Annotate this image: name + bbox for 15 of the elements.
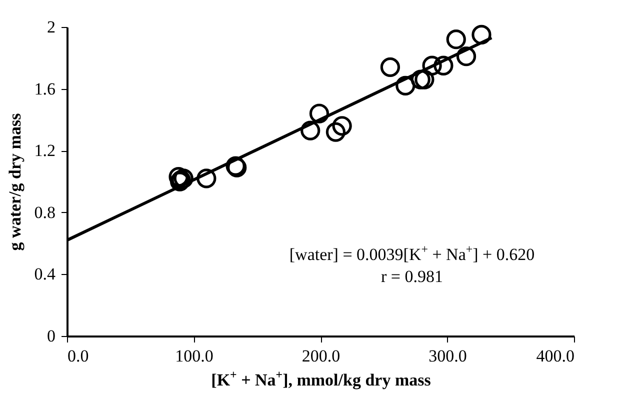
y-tick-label: 0.4 <box>34 264 56 284</box>
y-tick-label: 0.8 <box>34 202 56 222</box>
y-tick-label: 1.6 <box>34 79 56 98</box>
annotation: r = 0.981 <box>381 267 443 286</box>
y-axis-title: g water/g dry mass <box>5 112 24 251</box>
x-axis-title: [K$^{+}$ + Na$^{+}$], mmol/kg dry mass <box>211 368 432 390</box>
y-tick-label: 0 <box>47 326 56 346</box>
x-tick-label: 0.0 <box>68 346 89 366</box>
y-tick-label: 1.2 <box>34 141 56 160</box>
x-tick-label: 200.0 <box>302 346 340 366</box>
x-tick-label: 400.0 <box>536 346 574 366</box>
x-tick-label: 100.0 <box>175 346 214 366</box>
y-tick-label: 2 <box>47 18 56 36</box>
annotation: [water] = 0.0039[K$^{+}$ + Na$^{+}$] + 0.620 <box>289 242 535 264</box>
x-tick-label: 300.0 <box>428 346 467 366</box>
